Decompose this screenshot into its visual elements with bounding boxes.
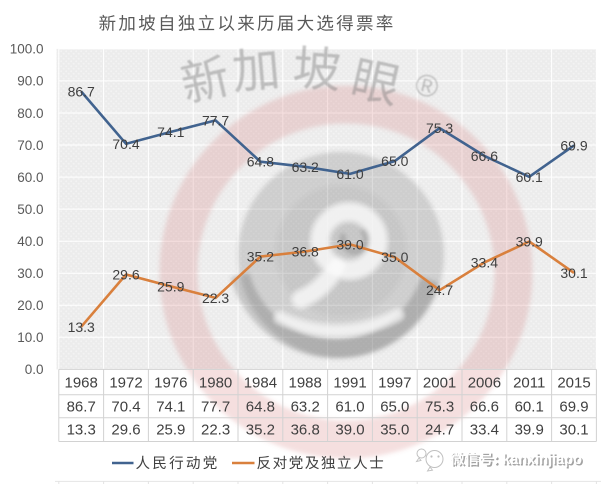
svg-text:65.0: 65.0 <box>381 153 408 169</box>
svg-text:0.0: 0.0 <box>25 362 44 377</box>
svg-text:24.7: 24.7 <box>425 422 454 439</box>
svg-text:36.8: 36.8 <box>292 244 319 260</box>
svg-text:80.0: 80.0 <box>17 106 43 121</box>
svg-text:1968: 1968 <box>65 375 98 392</box>
svg-text:1972: 1972 <box>109 375 142 392</box>
svg-text:70.4: 70.4 <box>111 398 140 415</box>
svg-text:63.2: 63.2 <box>291 398 320 415</box>
svg-text:86.7: 86.7 <box>68 84 95 100</box>
svg-text:64.8: 64.8 <box>246 398 275 415</box>
svg-text:39.9: 39.9 <box>515 422 544 439</box>
svg-text:1976: 1976 <box>154 375 187 392</box>
svg-text:30.0: 30.0 <box>17 266 43 281</box>
svg-text:65.0: 65.0 <box>380 398 409 415</box>
svg-text:33.4: 33.4 <box>470 422 499 439</box>
svg-text:66.6: 66.6 <box>470 398 499 415</box>
svg-text:75.3: 75.3 <box>426 120 453 136</box>
svg-text:61.0: 61.0 <box>336 166 363 182</box>
svg-text:69.9: 69.9 <box>559 398 588 415</box>
svg-text:70.4: 70.4 <box>112 136 139 152</box>
svg-text:77.7: 77.7 <box>202 112 229 128</box>
svg-text:35.0: 35.0 <box>380 422 409 439</box>
svg-text:36.8: 36.8 <box>291 422 320 439</box>
svg-text:30.1: 30.1 <box>559 422 588 439</box>
svg-text:86.7: 86.7 <box>67 398 96 415</box>
svg-text:1984: 1984 <box>244 375 277 392</box>
svg-text:60.1: 60.1 <box>515 398 544 415</box>
svg-text:90.0: 90.0 <box>17 74 43 89</box>
svg-text:33.4: 33.4 <box>471 254 498 270</box>
svg-text:70.0: 70.0 <box>17 138 43 153</box>
svg-text:1991: 1991 <box>333 375 366 392</box>
svg-text:40.0: 40.0 <box>17 234 43 249</box>
svg-text:35.2: 35.2 <box>247 249 274 265</box>
svg-text:2001: 2001 <box>423 375 456 392</box>
svg-text:60.1: 60.1 <box>516 169 543 185</box>
svg-text:61.0: 61.0 <box>335 398 364 415</box>
svg-text:66.6: 66.6 <box>471 148 498 164</box>
svg-text:39.0: 39.0 <box>336 236 363 252</box>
svg-text:20.0: 20.0 <box>17 298 43 313</box>
svg-text:1988: 1988 <box>289 375 322 392</box>
svg-text:1997: 1997 <box>378 375 411 392</box>
svg-text:29.6: 29.6 <box>112 267 139 283</box>
svg-text:1980: 1980 <box>199 375 232 392</box>
svg-text:60.0: 60.0 <box>17 170 43 185</box>
svg-text:2006: 2006 <box>468 375 501 392</box>
svg-text:25.9: 25.9 <box>157 278 184 294</box>
svg-text:39.0: 39.0 <box>335 422 364 439</box>
svg-text:22.3: 22.3 <box>201 422 230 439</box>
svg-text:74.1: 74.1 <box>156 398 185 415</box>
svg-text:35.2: 35.2 <box>246 422 275 439</box>
svg-text:39.9: 39.9 <box>516 234 543 250</box>
svg-text:69.9: 69.9 <box>560 137 587 153</box>
svg-text:74.1: 74.1 <box>157 124 184 140</box>
svg-text:64.8: 64.8 <box>247 154 274 170</box>
svg-text:22.3: 22.3 <box>202 290 229 306</box>
svg-text:75.3: 75.3 <box>425 398 454 415</box>
svg-text:24.7: 24.7 <box>426 282 453 298</box>
svg-text:30.1: 30.1 <box>560 265 587 281</box>
svg-text:13.3: 13.3 <box>68 319 95 335</box>
svg-text:25.9: 25.9 <box>156 422 185 439</box>
svg-text:2011: 2011 <box>513 375 545 392</box>
svg-text:29.6: 29.6 <box>111 422 140 439</box>
svg-text:kanxinjiapo: kanxinjiapo <box>502 452 582 468</box>
svg-text:10.0: 10.0 <box>17 330 43 345</box>
svg-text:13.3: 13.3 <box>67 422 96 439</box>
svg-text:63.2: 63.2 <box>292 159 319 175</box>
svg-text:kanxinjiapo: kanxinjiapo <box>504 454 584 470</box>
svg-text:50.0: 50.0 <box>17 202 43 217</box>
svg-text:35.0: 35.0 <box>381 249 408 265</box>
svg-text:77.7: 77.7 <box>201 398 230 415</box>
svg-text:100.0: 100.0 <box>10 42 44 57</box>
svg-text:2015: 2015 <box>557 375 590 392</box>
